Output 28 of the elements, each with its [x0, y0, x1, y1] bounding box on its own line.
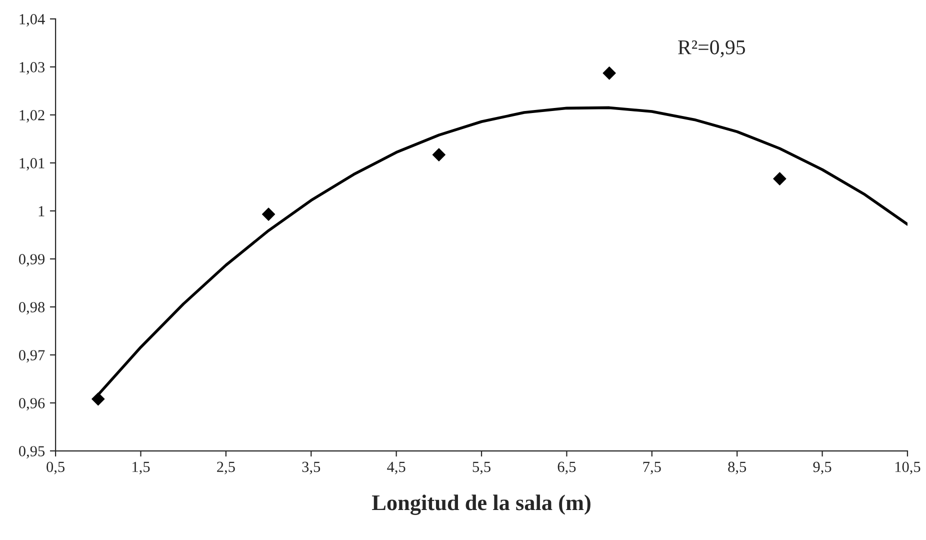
point: [262, 208, 276, 221]
x-tick-label: 9,5: [813, 462, 832, 474]
annotation: R²=0,95: [678, 40, 745, 58]
y-tick-label: 0,95: [18, 446, 45, 459]
y-tick-label: 0,96: [18, 398, 45, 411]
y-tick-label: 0,97: [18, 350, 45, 363]
y-tick-label: 1,04: [20, 14, 45, 27]
x-tick-label: 1,5: [132, 462, 150, 474]
point: [602, 66, 616, 80]
point: [432, 148, 446, 162]
y-tick-label: 1: [38, 206, 44, 216]
y-tick-label: 0,98: [18, 302, 45, 315]
x-tick-label: 7,5: [643, 462, 661, 474]
x-tick-label: 4,5: [387, 462, 406, 474]
x-tick-label: 0,5: [46, 462, 65, 474]
y-tick-label: 1,02: [20, 110, 44, 123]
y-tick-label: 0,99: [18, 254, 45, 267]
x-tick-label: 6,5: [558, 462, 576, 474]
x-tick-label: 2,5: [217, 462, 235, 474]
x-axis-title: Longitud de la sala (m): [372, 494, 590, 515]
x-tick-label: 8,5: [728, 462, 746, 474]
y-tick-label: 1,03: [20, 62, 45, 75]
point: [92, 392, 105, 406]
y-tick-label: 1,01: [20, 158, 44, 171]
x-tick-label: 3,5: [302, 462, 320, 474]
x-tick-label: 10,5: [895, 462, 920, 474]
x-tick-label: 5,5: [472, 462, 490, 474]
point: [773, 172, 786, 186]
